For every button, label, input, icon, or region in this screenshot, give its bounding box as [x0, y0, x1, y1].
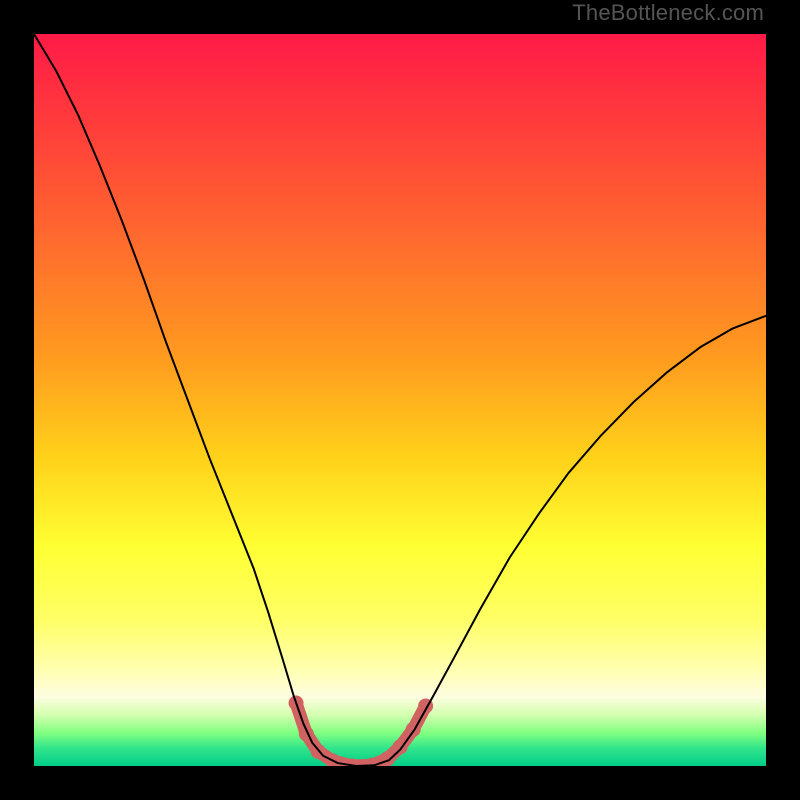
frame-border-bottom — [0, 766, 800, 800]
plot-area — [34, 34, 766, 766]
figure-root: TheBottleneck.com — [0, 0, 800, 800]
plot-background — [34, 34, 766, 766]
highlight-marker — [380, 751, 395, 766]
frame-border-right — [766, 0, 800, 800]
plot-svg — [34, 34, 766, 766]
watermark-text: TheBottleneck.com — [572, 0, 764, 26]
frame-border-left — [0, 0, 34, 800]
